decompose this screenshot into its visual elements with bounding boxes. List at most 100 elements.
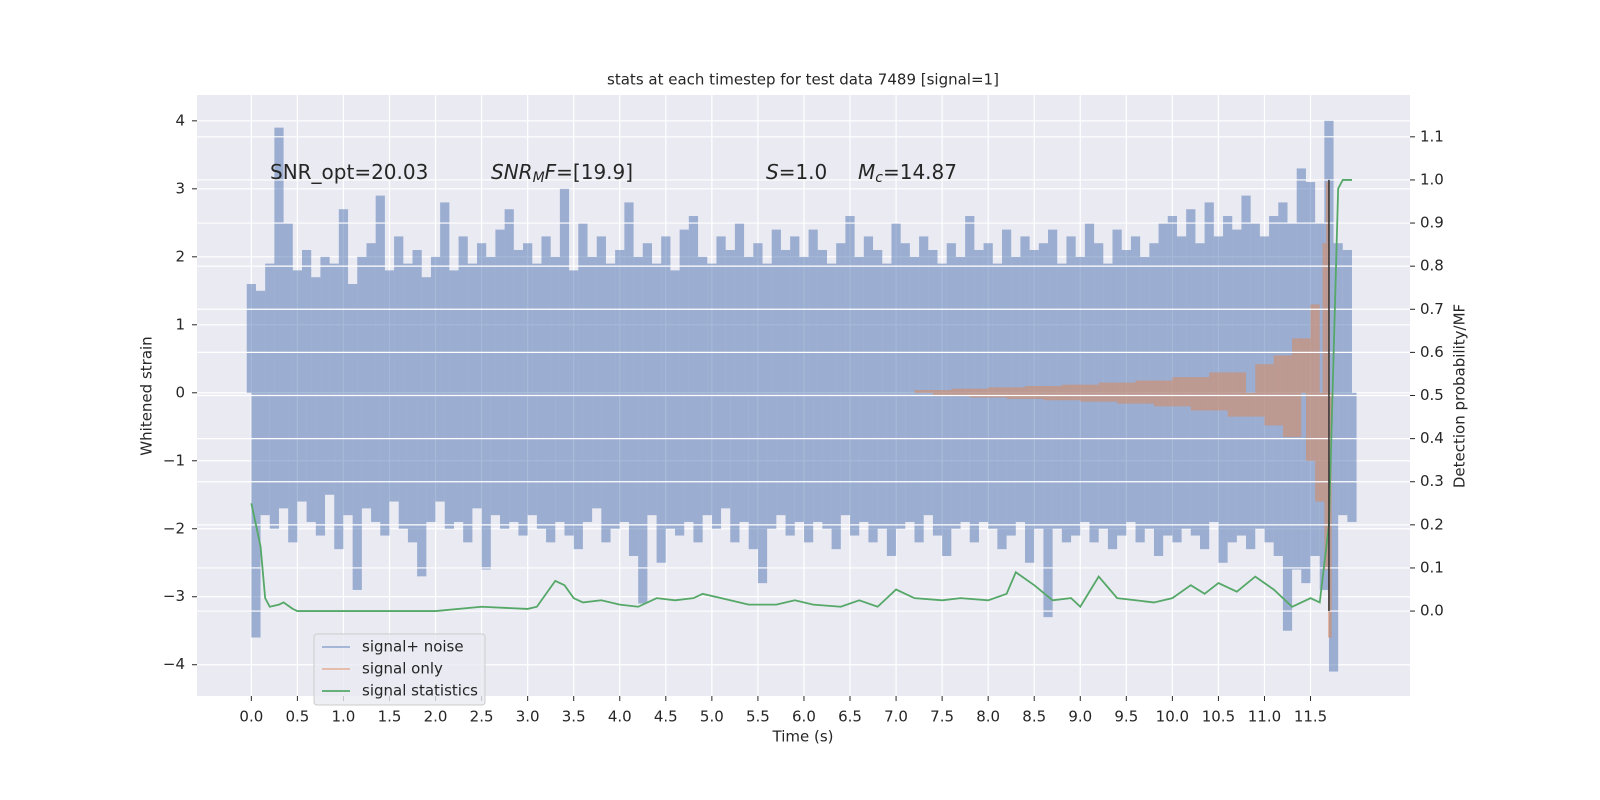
strain-bar — [490, 392, 501, 516]
strain-bar — [1094, 243, 1104, 393]
strain-bar — [1326, 182, 1330, 393]
strain-bar — [946, 243, 956, 393]
strain-bar — [845, 216, 855, 393]
strain-bar — [1001, 229, 1012, 393]
strain-bar — [1282, 392, 1302, 437]
strain-bar — [1080, 392, 1118, 402]
strain-bar — [246, 284, 256, 393]
x-tick-label: 6.0 — [792, 708, 816, 726]
strain-bar — [274, 127, 284, 393]
strain-bar — [914, 392, 924, 543]
strain-bar — [1200, 392, 1210, 550]
annotation-part: S — [766, 160, 779, 184]
strain-bar — [790, 236, 800, 393]
strain-bar — [1107, 392, 1118, 550]
strain-bar — [771, 229, 781, 393]
strain-bar — [1167, 216, 1177, 393]
x-tick-label: 9.5 — [1114, 708, 1138, 726]
strain-bar — [361, 392, 372, 509]
x-tick-label: 7.0 — [884, 708, 908, 726]
x-tick-label: 3.0 — [516, 708, 540, 726]
strain-bar — [592, 392, 602, 509]
strain-bar — [1149, 243, 1159, 393]
strain-bar — [1144, 392, 1154, 529]
strain-bar — [1204, 202, 1214, 393]
strain-bar — [909, 256, 920, 393]
strain-bar — [587, 256, 597, 393]
strain-bar — [794, 392, 804, 522]
strain-bar — [886, 392, 897, 556]
strain-bar — [988, 387, 1026, 393]
strain-bar — [684, 392, 694, 522]
strain-bar — [951, 392, 961, 529]
strain-bar — [808, 229, 818, 393]
strain-bar — [757, 392, 768, 584]
strain-bar — [1241, 195, 1251, 393]
strain-bar — [578, 222, 588, 393]
strain-bar — [518, 392, 528, 536]
strain-bar — [467, 263, 477, 393]
strain-bar — [265, 263, 275, 393]
strain-bar — [532, 263, 542, 393]
strain-bar — [651, 263, 662, 393]
strain-bar — [882, 263, 892, 393]
strain-bar — [992, 263, 1002, 393]
strain-bar — [527, 392, 537, 516]
strain-bar — [426, 392, 436, 522]
y2-tick-label: 1.0 — [1420, 170, 1444, 188]
strain-bar — [1273, 355, 1293, 393]
strain-bar — [297, 392, 307, 502]
strain-bar — [523, 243, 533, 393]
strain-bar — [767, 392, 777, 529]
strain-bar — [366, 243, 376, 393]
strain-bar — [730, 392, 740, 543]
strain-bar — [1278, 202, 1288, 393]
strain-bar — [1310, 304, 1320, 393]
annotation-part: SNR — [491, 160, 533, 184]
strain-bar — [1084, 222, 1095, 393]
strain-bar — [1135, 380, 1173, 393]
strain-bar — [1305, 392, 1316, 461]
annotation-part: c — [875, 170, 883, 186]
strain-bar — [1098, 382, 1136, 393]
strain-bar — [1034, 392, 1044, 529]
strain-bar — [1061, 384, 1099, 393]
annotation: Mc=14.87 — [858, 160, 957, 187]
strain-bar — [1075, 256, 1085, 393]
strain-bar — [380, 392, 390, 536]
strain-bar — [698, 256, 708, 393]
annotation-part: =14.87 — [883, 160, 957, 184]
strain-bar — [398, 392, 408, 529]
x-tick-label: 8.0 — [976, 708, 1000, 726]
strain-bar — [785, 392, 795, 536]
y2-tick-label: 0.3 — [1420, 472, 1444, 490]
strain-bar — [822, 392, 832, 529]
strain-bar — [1176, 236, 1187, 393]
strain-bar — [1038, 243, 1049, 393]
strain-bar — [826, 263, 837, 393]
y2-tick-label: 0.7 — [1420, 300, 1444, 318]
strain-bar — [813, 392, 823, 522]
strain-bar — [343, 392, 353, 516]
strain-bar — [656, 392, 666, 563]
strain-bar — [573, 392, 583, 550]
strain-bar — [509, 392, 519, 522]
strain-bar — [1029, 250, 1039, 393]
x-tick-label: 10.0 — [1156, 708, 1189, 726]
strain-bar — [1264, 392, 1283, 426]
strain-bar — [1163, 392, 1173, 536]
annotation-part: M — [858, 160, 875, 184]
strain-bar — [1172, 392, 1182, 543]
strain-bar — [1195, 243, 1205, 393]
strain-bar — [536, 392, 547, 529]
strain-bar — [633, 256, 643, 393]
strain-bar — [1328, 392, 1339, 672]
strain-bar — [569, 270, 579, 393]
strain-bar — [1264, 392, 1274, 543]
y2-tick-label: 0.1 — [1420, 558, 1444, 576]
strain-bar — [1232, 229, 1242, 393]
strain-bar — [799, 256, 809, 393]
strain-bar — [301, 250, 312, 393]
strain-bar — [877, 392, 887, 529]
